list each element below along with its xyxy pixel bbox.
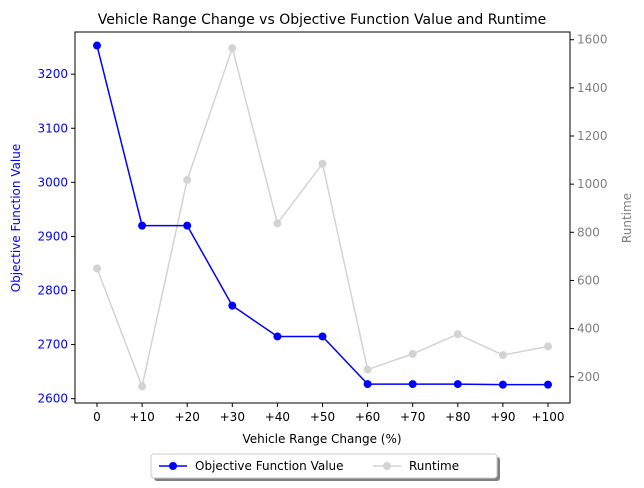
right-y-tick-label: 1000 [577, 177, 608, 191]
right-y-tick-label: 400 [577, 322, 600, 336]
objective-function-value-point [138, 221, 147, 230]
x-tick-label: +90 [490, 410, 515, 424]
x-tick-label: +50 [310, 410, 335, 424]
runtime-point [544, 342, 552, 351]
right-y-tick-label: 800 [577, 225, 600, 239]
legend-box [150, 453, 498, 479]
right-y-tick-label: 1400 [577, 81, 608, 95]
left-y-axis-label: Objective Function Value [9, 144, 23, 293]
objective-function-value-point [93, 41, 101, 50]
x-tick-label: 0 [93, 410, 101, 424]
left-y-tick-label: 3100 [37, 121, 68, 135]
chart-title: Vehicle Range Change vs Objective Functi… [98, 12, 546, 28]
objective-function-value-point [228, 301, 237, 310]
plot-frame [74, 31, 571, 404]
left-y-tick-label: 3200 [37, 67, 68, 81]
legend-objective-function-value-marker [169, 462, 177, 470]
left-y-tick-label: 2600 [37, 392, 68, 406]
runtime-point [453, 330, 462, 339]
x-tick-label: +60 [355, 410, 380, 424]
runtime-point [273, 219, 282, 228]
right-y-tick-label: 1200 [577, 129, 608, 143]
x-tick-label: +30 [220, 410, 245, 424]
legend-runtime-label: Runtime [409, 459, 459, 473]
runtime-point [138, 382, 147, 391]
objective-function-value-point [408, 380, 417, 389]
objective-function-value-point [273, 332, 282, 341]
x-tick-label: +10 [129, 410, 154, 424]
right-y-tick-label: 1600 [577, 33, 608, 47]
legend-runtime-marker [383, 462, 391, 470]
objective-function-value-point [453, 380, 462, 389]
plot-area: 0 +10 +20 +30 +40 +50 +60 +70 +80 +90 +100 2600 2700… [37, 31, 608, 424]
x-tick-label: +80 [445, 410, 470, 424]
objective-function-value-point [183, 221, 192, 230]
left-y-tick-label: 3000 [37, 175, 68, 189]
objective-function-value-point [363, 380, 372, 389]
runtime-point [318, 159, 327, 168]
runtime-point [408, 349, 417, 358]
objective-function-value-point [318, 332, 327, 341]
objective-function-value-point [498, 380, 507, 389]
runtime-point [363, 365, 372, 374]
legend: Objective Function Value Runtime [150, 453, 500, 481]
x-tick-label: +40 [265, 410, 290, 424]
left-y-tick-label: 2900 [37, 229, 68, 243]
x-tick-label: +70 [400, 410, 425, 424]
right-y-tick-label: 200 [577, 370, 600, 384]
right-y-tick-label: 600 [577, 273, 600, 287]
runtime-point [498, 351, 507, 360]
legend-objective-function-value-label: Objective Function Value [195, 459, 344, 473]
x-axis-label: Vehicle Range Change (%) [242, 432, 401, 446]
right-y-axis-label: Runtime [620, 193, 634, 243]
left-y-tick-label: 2700 [37, 338, 68, 352]
runtime-point [93, 264, 101, 273]
left-y-tick-label: 2800 [37, 284, 68, 298]
x-tick-label: +20 [175, 410, 200, 424]
runtime-point [228, 44, 237, 53]
x-tick-label: +100 [532, 410, 565, 424]
objective-function-value-point [544, 380, 552, 389]
runtime-point [183, 175, 192, 184]
